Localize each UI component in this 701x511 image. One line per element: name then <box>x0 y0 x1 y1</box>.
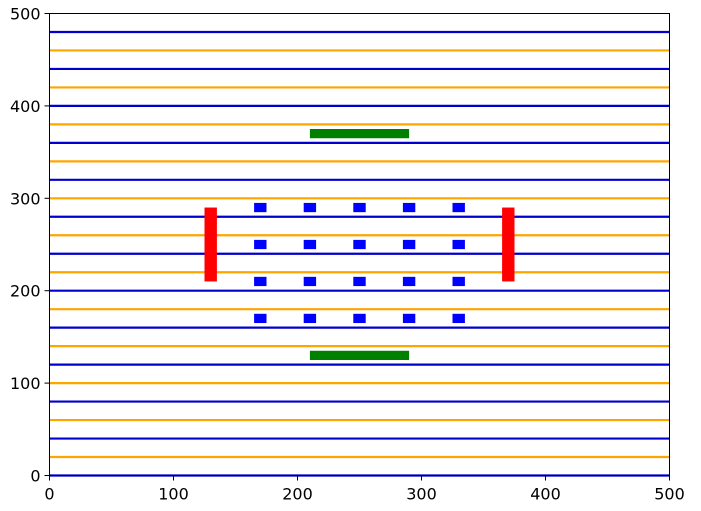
red-bar-0 <box>204 207 217 282</box>
blue-square-5 <box>254 276 267 287</box>
blue-square-13 <box>402 239 416 250</box>
y-tick-label-5: 500 <box>10 5 41 24</box>
blue-square-9 <box>452 276 465 287</box>
green-bar-1 <box>309 129 410 139</box>
y-tick-label-1: 100 <box>10 374 41 393</box>
blue-square-18 <box>402 202 416 213</box>
horizontal-lines-layer <box>49 30 670 477</box>
blue-square-3 <box>402 313 416 324</box>
blue-square-8 <box>402 276 416 287</box>
green-bar-0 <box>309 350 410 360</box>
blue-square-7 <box>353 276 366 287</box>
blue-square-6 <box>303 276 317 287</box>
blue-square-17 <box>353 202 366 213</box>
blue-square-2 <box>353 313 366 324</box>
blue-square-11 <box>303 239 317 250</box>
blue-square-12 <box>353 239 366 250</box>
y-tick-label-0: 0 <box>30 467 40 486</box>
blue-square-1 <box>303 313 317 324</box>
blue-square-15 <box>254 202 267 213</box>
x-tick-label-5: 500 <box>654 485 685 504</box>
x-tick-label-3: 300 <box>406 485 437 504</box>
blue-square-0 <box>254 313 267 324</box>
y-tick-label-3: 300 <box>10 189 41 208</box>
x-tick-label-2: 200 <box>282 485 313 504</box>
blue-square-14 <box>452 239 465 250</box>
shapes-layer <box>204 129 515 360</box>
ticks-layer: 0 100 200 300 400 500 0 100 200 300 400 500 <box>10 5 685 504</box>
x-tick-label-1: 100 <box>158 485 189 504</box>
blue-square-19 <box>452 202 465 213</box>
blue-square-10 <box>254 239 267 250</box>
y-tick-label-2: 200 <box>10 282 41 301</box>
blue-square-16 <box>303 202 317 213</box>
x-tick-label-0: 0 <box>44 485 54 504</box>
x-tick-label-4: 400 <box>530 485 561 504</box>
red-bar-1 <box>502 207 515 282</box>
plot-frame <box>49 13 670 476</box>
y-tick-label-4: 400 <box>10 97 41 116</box>
blue-square-4 <box>452 313 465 324</box>
